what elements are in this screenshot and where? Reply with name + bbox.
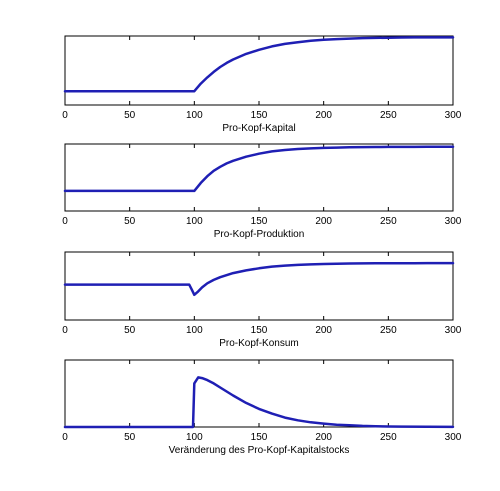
series-line: [63, 145, 455, 193]
x-tick-label: 300: [445, 325, 462, 336]
x-axis-label: Pro-Kopf-Kapital: [222, 123, 295, 134]
x-tick-label: 150: [251, 110, 268, 121]
x-tick-label: 150: [251, 216, 268, 227]
x-tick-label: 0: [62, 325, 68, 336]
x-tick-label: 250: [380, 216, 397, 227]
subplot-stack: 0 50 100 150 200 250 300 Pro-Kopf-Kapital 0 50 100…: [62, 35, 462, 456]
x-tick-label: 50: [124, 110, 136, 121]
series-line: [63, 36, 455, 93]
x-tick-label: 250: [380, 432, 397, 443]
series-line: [63, 376, 455, 429]
x-tick-label: 50: [124, 432, 136, 443]
x-axis-label: Pro-Kopf-Produktion: [214, 229, 305, 240]
x-tick-label: 0: [62, 216, 68, 227]
x-tick-label: 250: [380, 325, 397, 336]
subplot-4: 0 50 100 150 200 250 300 Veränderung des Pro-Ko…: [62, 359, 462, 456]
x-tick-label: 300: [445, 216, 462, 227]
x-tick-label: 50: [124, 216, 136, 227]
x-tick-label: 100: [186, 216, 203, 227]
x-tick-label: 100: [186, 432, 203, 443]
x-axis-label: Pro-Kopf-Konsum: [219, 338, 298, 349]
x-tick-label: 150: [251, 432, 268, 443]
x-tick-label: 0: [62, 110, 68, 121]
x-tick-label: 200: [315, 325, 332, 336]
subplot-3: 0 50 100 150 200 250 300 Pro-Kopf-Konsum: [62, 251, 462, 349]
x-tick-label: 250: [380, 110, 397, 121]
x-tick-label: 150: [251, 325, 268, 336]
x-tick-label: 200: [315, 216, 332, 227]
x-tick-label: 0: [62, 432, 68, 443]
x-tick-label: 50: [124, 325, 136, 336]
x-tick-label: 100: [186, 110, 203, 121]
subplot-2: 0 50 100 150 200 250 300 Pro-Kopf-Produktion: [62, 143, 462, 240]
series-line: [63, 261, 455, 297]
x-tick-label: 100: [186, 325, 203, 336]
x-tick-label: 300: [445, 110, 462, 121]
x-tick-label: 200: [315, 432, 332, 443]
x-tick-label: 200: [315, 110, 332, 121]
x-tick-label: 300: [445, 432, 462, 443]
subplot-1: 0 50 100 150 200 250 300 Pro-Kopf-Kapital: [62, 35, 462, 134]
x-axis-label: Veränderung des Pro-Kopf-Kapitalstocks: [169, 445, 350, 456]
